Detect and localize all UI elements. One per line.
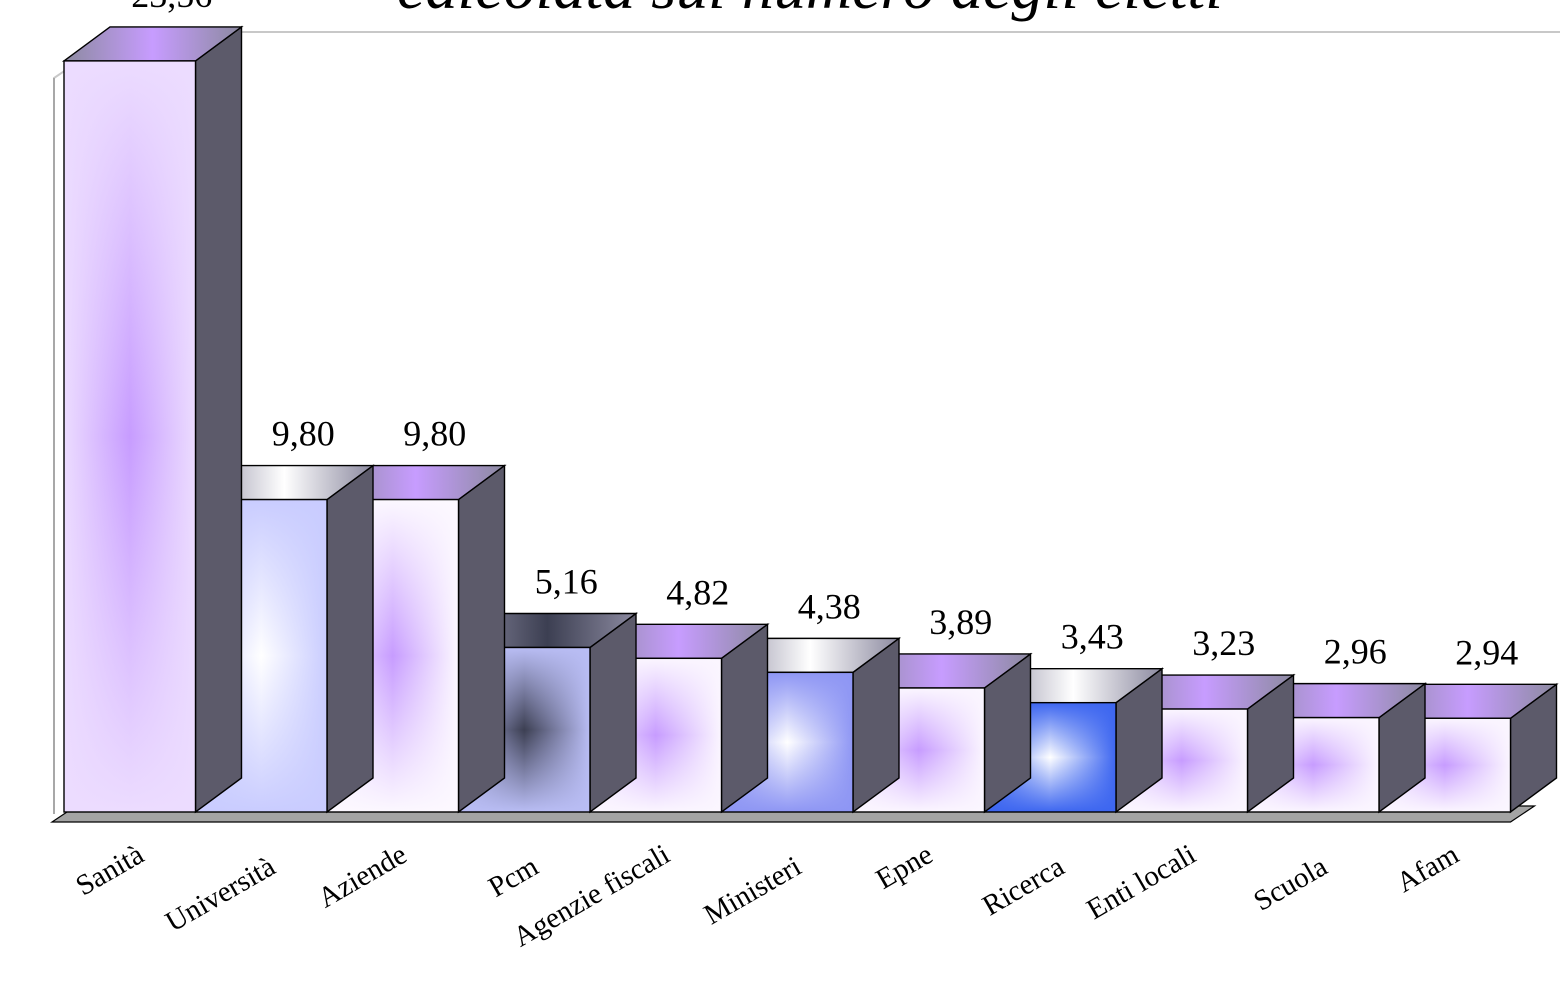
category-label: Sanità [70, 838, 149, 902]
bar-1 [61, 25, 244, 814]
category-label: Aziende [313, 838, 413, 914]
value-labels: 2,94 2,96 3,23 3,43 3,89 4,38 4,82 5,16 9,80 9,80… [131, 0, 1518, 672]
bar-front-shade [63, 60, 197, 813]
value-label: 5,16 [535, 561, 598, 601]
bars [61, 25, 1559, 814]
category-label: Università [160, 850, 281, 938]
category-label: Agenzie fiscali [508, 838, 675, 953]
bar-side [457, 464, 506, 814]
value-label: 23,56 [131, 0, 212, 15]
category-label: Scuola [1248, 850, 1332, 917]
value-label: 9,80 [403, 414, 466, 454]
value-label: 3,23 [1192, 623, 1255, 663]
value-label: 2,94 [1455, 632, 1518, 672]
category-label: Pcm [483, 850, 544, 904]
value-label: 3,89 [929, 602, 992, 642]
category-label: Ricerca [977, 850, 1070, 922]
bar-side [589, 612, 637, 814]
category-label: Enti locali [1081, 838, 1201, 926]
value-label: 4,38 [798, 586, 861, 626]
value-label: 3,43 [1061, 617, 1124, 657]
bar-side [194, 25, 243, 814]
value-label: 4,82 [666, 572, 729, 612]
category-label: Epne [871, 838, 939, 896]
category-label: Ministeri [699, 850, 807, 931]
value-label: 2,96 [1324, 632, 1387, 672]
bar-side [326, 464, 374, 814]
value-label: 9,80 [272, 414, 335, 454]
category-label: Afam [1391, 838, 1465, 899]
chart-title: calcolata sul numero degli eletti [397, 0, 1223, 22]
